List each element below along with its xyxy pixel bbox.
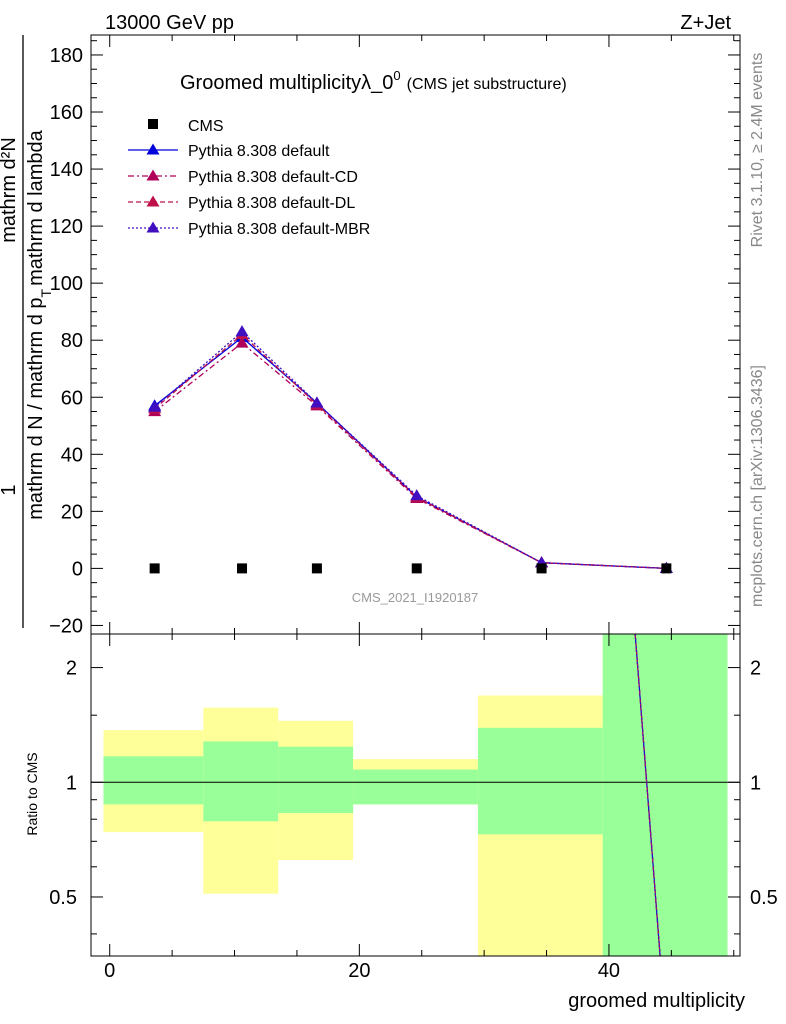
y-axis-label: 1 mathrm d N / mathrm d pTmathrm d lambd… [0,35,54,628]
data-point [536,563,547,574]
main-axis-ticks: −20 0 20 40 60 80 100 120 140 160 180 [49,35,740,637]
legend-label-data: CMS [188,118,224,135]
y-tick-label: 160 [50,102,83,124]
legend-label-2: Pythia 8.308 default-DL [188,195,355,212]
y-tick-label: 60 [61,387,83,409]
rivet-label: Rivet 3.1.10, ≥ 2.4M events [749,53,766,248]
mcplots-label: mcplots.cern.ch [arXiv:1306.3436] [749,365,766,607]
series-line-1 [154,342,667,570]
data-point [149,563,160,574]
ratio-panel: 0.5 0.51 12 20 20 40 Ratio to CMS [24,633,778,982]
ratio-band-green [203,741,279,822]
ratio-axis-label: Ratio to CMS [24,752,40,835]
y-tick-label: 180 [50,45,83,67]
y-tick-label: 80 [61,330,83,352]
series-line-2 [154,333,667,570]
series-point-3 [410,489,424,501]
y-tick-label: 100 [50,273,83,295]
legend-marker-0 [146,143,160,155]
main-series-group [148,325,673,573]
ratio-y-tick-label-right: 0.5 [750,887,778,909]
main-data-points [149,563,672,574]
ratio-y-tick-label-right: 1 [750,772,761,794]
data-point [411,563,422,574]
ratio-axis-ticks: 0.5 0.51 12 20 20 40 [49,634,778,982]
data-point [237,563,248,574]
y-axis-label-right-numerator: mathrm d²N [0,137,20,243]
legend-marker-3 [146,221,160,233]
series-line-0 [154,336,667,570]
ratio-band-green [353,769,478,805]
series-line-3 [154,330,667,570]
y-tick-label: 40 [61,444,83,466]
main-panel: −20 0 20 40 60 80 100 120 140 160 180 Groomed mult… [49,34,741,637]
y-tick-label: 140 [50,159,83,181]
legend-marker-1 [146,169,160,181]
ratio-frame [90,633,741,957]
y-tick-label: 0 [72,558,83,580]
legend-label-0: Pythia 8.308 default [188,143,330,160]
x-tick-label: 0 [104,960,115,982]
x-tick-label: 20 [348,960,370,982]
y-tick-label: 120 [50,216,83,238]
series-point-1 [235,336,249,348]
y-tick-label: −20 [49,615,83,637]
data-point [661,563,672,574]
series-point-3 [310,396,324,408]
ratio-band-green [278,746,354,814]
ratio-y-tick-label: 2 [66,658,77,680]
chart-title: Groomed multiplicityλ_00(CMS jet substru… [180,68,567,94]
legend-label-1: Pythia 8.308 default-CD [188,169,358,186]
ratio-band-green [602,634,728,956]
energy-label: 13000 GeV pp [105,12,234,34]
legend-marker-2 [146,195,160,207]
y-axis-label-denominator: mathrm d N / mathrm d pTmathrm d lambda [25,129,54,519]
x-axis-label: groomed multiplicity [568,990,745,1012]
ratio-y-tick-label: 0.5 [49,887,77,909]
data-point [311,563,322,574]
ratio-band-green [103,756,204,805]
ratio-band-green [477,727,603,835]
y-axis-label-numerator: 1 [0,484,20,495]
series-point-3 [148,400,162,412]
ratio-bands [103,634,728,956]
ratio-series-line-3 [634,633,661,957]
legend-marker-data [148,119,158,129]
ratio-lines [91,633,740,957]
legend: CMS Pythia 8.308 default Pythia 8.308 defa… [128,118,370,238]
ratio-y-tick-label: 1 [66,772,77,794]
ratio-y-tick-label-right: 2 [750,658,761,680]
x-tick-label: 40 [598,960,620,982]
series-point-3 [235,325,249,337]
process-label: Z+Jet [680,12,731,34]
legend-label-3: Pythia 8.308 default-MBR [188,221,370,238]
analysis-watermark: CMS_2021_I1920187 [352,590,479,605]
y-tick-label: 20 [61,501,83,523]
